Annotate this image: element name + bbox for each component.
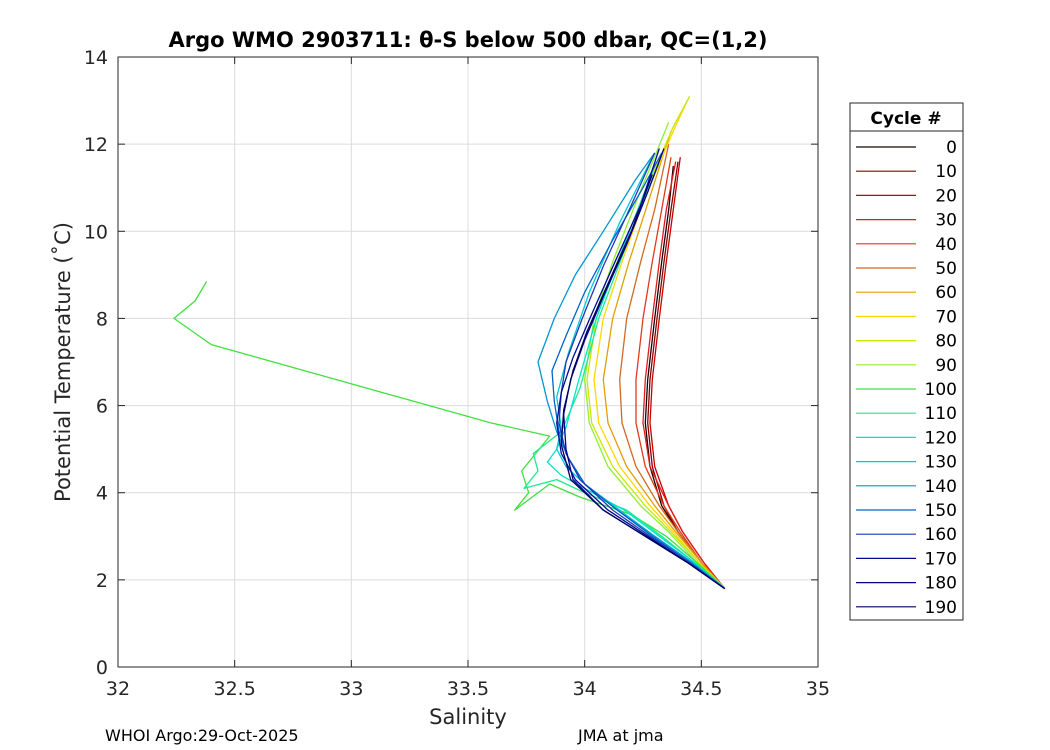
- series-line-cycle-30: [642, 161, 726, 590]
- series-line-cycle-120: [546, 165, 726, 590]
- series-line-cycle-60: [602, 130, 726, 590]
- legend-label-20: 20: [935, 186, 957, 206]
- x-axis-label: Salinity: [429, 705, 507, 729]
- y-tick-label: 4: [96, 483, 108, 505]
- y-tick-label: 14: [84, 47, 108, 69]
- series-line-cycle-160: [558, 152, 726, 590]
- y-tick-label: 8: [96, 308, 108, 330]
- y-tick-label: 12: [84, 134, 108, 156]
- x-tick-label: 32: [106, 678, 130, 700]
- y-axis-label: Potential Temperature (˚C): [51, 222, 75, 502]
- legend-title: Cycle #: [870, 109, 941, 129]
- x-tick-label: 33.5: [447, 678, 489, 700]
- series-line-cycle-140: [537, 152, 726, 590]
- legend-label-10: 10: [935, 162, 957, 182]
- series-group: [173, 95, 726, 590]
- y-tick-label: 6: [96, 396, 108, 418]
- legend-label-90: 90: [935, 356, 957, 376]
- legend-label-170: 170: [925, 549, 957, 569]
- legend-label-100: 100: [925, 380, 957, 400]
- legend-label-140: 140: [925, 477, 957, 497]
- legend-label-180: 180: [925, 574, 957, 594]
- legend-label-30: 30: [935, 211, 957, 231]
- y-tick-label: 10: [84, 221, 108, 243]
- y-tick-label: 0: [96, 657, 108, 679]
- series-line-cycle-150: [551, 152, 726, 590]
- legend-label-130: 130: [925, 453, 957, 473]
- series-line-cycle-170: [556, 148, 726, 590]
- legend-label-40: 40: [935, 235, 957, 255]
- y-tick-label: 2: [96, 570, 108, 592]
- legend-label-150: 150: [925, 501, 957, 521]
- legend-label-0: 0: [946, 138, 957, 158]
- x-tick-label: 33: [339, 678, 363, 700]
- legend-items: 0 10 20 30 40 50 60 70 80 90 100 110 120 130 140 150 160…: [856, 138, 957, 618]
- footer-source: WHOI Argo:29-Oct-2025: [105, 726, 299, 745]
- legend-label-80: 80: [935, 332, 957, 352]
- x-tick-label: 32.5: [214, 678, 256, 700]
- legend: Cycle # 0 10 20 30 40 50 60 70 80 90 100 110 120 130 1…: [849, 102, 964, 621]
- series-line-cycle-50: [619, 143, 726, 590]
- series-line-cycle-190: [560, 174, 726, 590]
- x-tick-label: 34: [573, 678, 597, 700]
- x-tick-label: 35: [806, 678, 830, 700]
- legend-label-70: 70: [935, 307, 957, 327]
- series-line-cycle-100: [173, 281, 726, 590]
- legend-label-120: 120: [925, 428, 957, 448]
- series-line-cycle-110: [523, 161, 726, 590]
- legend-label-50: 50: [935, 259, 957, 279]
- footer-attribution: JMA at jma: [578, 726, 664, 745]
- axis-ticks: 32 32.5 33 33.5 34 34.5 35 0 2 4 6 8 10 12 14: [84, 47, 830, 700]
- legend-label-190: 190: [925, 598, 957, 618]
- legend-label-160: 160: [925, 525, 957, 545]
- chart-title: Argo WMO 2903711: θ-S below 500 dbar, QC…: [169, 28, 768, 52]
- legend-label-60: 60: [935, 283, 957, 303]
- x-tick-label: 34.5: [680, 678, 722, 700]
- legend-label-110: 110: [925, 404, 957, 424]
- series-line-cycle-90: [584, 122, 726, 590]
- series-line-cycle-40: [635, 157, 726, 590]
